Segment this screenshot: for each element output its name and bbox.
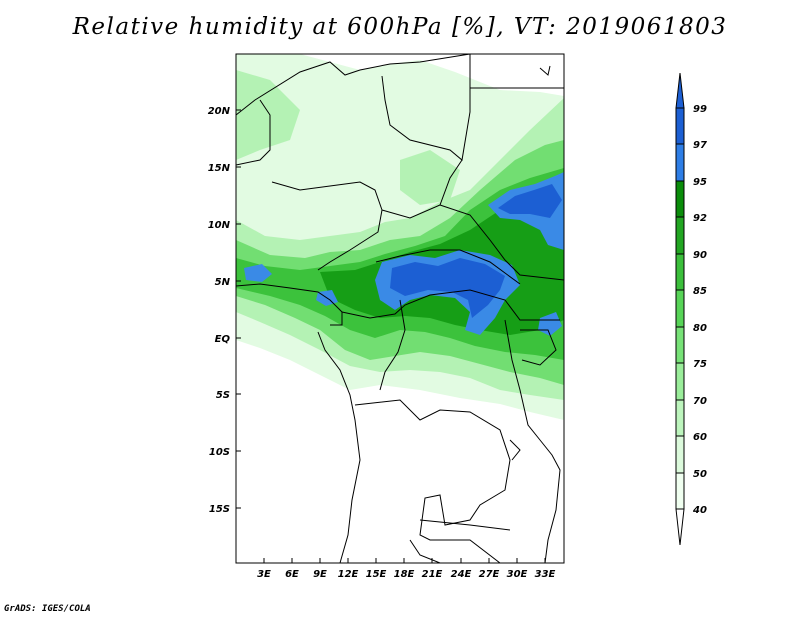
border-line — [317, 331, 361, 563]
lon-label: 30E — [507, 569, 528, 580]
border-line — [354, 399, 511, 563]
legend-swatch — [675, 435, 685, 474]
lon-label: 12E — [338, 569, 359, 580]
lon-label: 15E — [366, 569, 387, 580]
legend-swatch — [675, 362, 685, 401]
border-line — [236, 283, 343, 326]
legend-label: 70 — [693, 396, 707, 407]
legend-label: 85 — [693, 286, 707, 297]
legend-label: 97 — [693, 140, 707, 151]
legend-swatch — [675, 143, 685, 182]
lat-label: EQ — [215, 334, 231, 345]
legend-swatch — [675, 399, 685, 437]
lat-label: 20N — [208, 106, 231, 117]
lat-label: 10S — [209, 447, 230, 458]
legend-swatch — [675, 107, 685, 145]
lon-label: 33E — [535, 569, 556, 580]
legend-labels: 99 97 95 92 90 85 80 75 70 60 50 40 — [692, 104, 707, 516]
lon-label: 9E — [313, 569, 327, 580]
legend-label: 99 — [693, 104, 707, 115]
lon-label: 21E — [422, 569, 443, 580]
border-line — [539, 65, 551, 76]
legend-swatch-bottom — [675, 508, 685, 546]
humidity-field — [236, 54, 564, 420]
grads-credit: GrADS: IGES/COLA — [4, 604, 91, 614]
legend-swatch-top — [675, 72, 685, 109]
border-line — [520, 329, 557, 366]
legend-swatch — [675, 253, 685, 291]
lat-label: 5N — [215, 277, 231, 288]
border-line — [375, 249, 521, 285]
legend-swatch — [675, 289, 685, 328]
color-legend — [675, 72, 685, 546]
legend-label: 90 — [693, 250, 707, 261]
border-line — [379, 299, 406, 391]
map-borders — [236, 54, 564, 563]
humidity-blue-ne-inner — [498, 184, 562, 218]
border-line — [381, 54, 471, 161]
border-line — [419, 519, 511, 531]
border-line — [504, 319, 561, 563]
legend-swatch — [675, 180, 685, 218]
legend-label: 75 — [693, 359, 707, 370]
legend-label: 50 — [693, 469, 707, 480]
border-line — [236, 99, 271, 166]
lat-label: 15S — [209, 504, 230, 515]
humidity-blue-inner — [390, 258, 505, 318]
border-line — [341, 289, 560, 321]
border-line — [409, 539, 441, 563]
border-line — [439, 204, 564, 281]
humidity-blue-west — [244, 264, 272, 282]
legend-label: 92 — [693, 213, 707, 224]
lat-label: 10N — [208, 220, 231, 231]
map-frame — [235, 53, 565, 564]
chart-title: Relative humidity at 600hPa [%], VT: 201… — [72, 14, 728, 40]
legend-label: 80 — [693, 323, 707, 334]
border-line — [509, 439, 521, 461]
humidity-light-nw — [236, 70, 300, 160]
border-line — [236, 54, 471, 116]
legend-label: 95 — [693, 177, 707, 188]
lon-label: 3E — [257, 569, 271, 580]
lat-label: 5S — [216, 390, 230, 401]
legend-label: 60 — [693, 432, 707, 443]
lon-label: 6E — [285, 569, 299, 580]
legend-swatch — [675, 472, 685, 510]
lon-label: 18E — [394, 569, 415, 580]
legend-swatch — [675, 216, 685, 255]
lat-axis: 20N 15N 10N 5N EQ 5S 10S 15S — [208, 106, 241, 515]
legend-label: 40 — [692, 505, 707, 516]
border-line — [271, 181, 383, 271]
legend-swatch — [675, 326, 685, 364]
lat-label: 15N — [208, 163, 231, 174]
lon-label: 24E — [451, 569, 472, 580]
lon-label: 27E — [479, 569, 500, 580]
lon-axis: 3E 6E 9E 12E 15E 18E 21E 24E 27E 30E 33E — [257, 558, 556, 580]
